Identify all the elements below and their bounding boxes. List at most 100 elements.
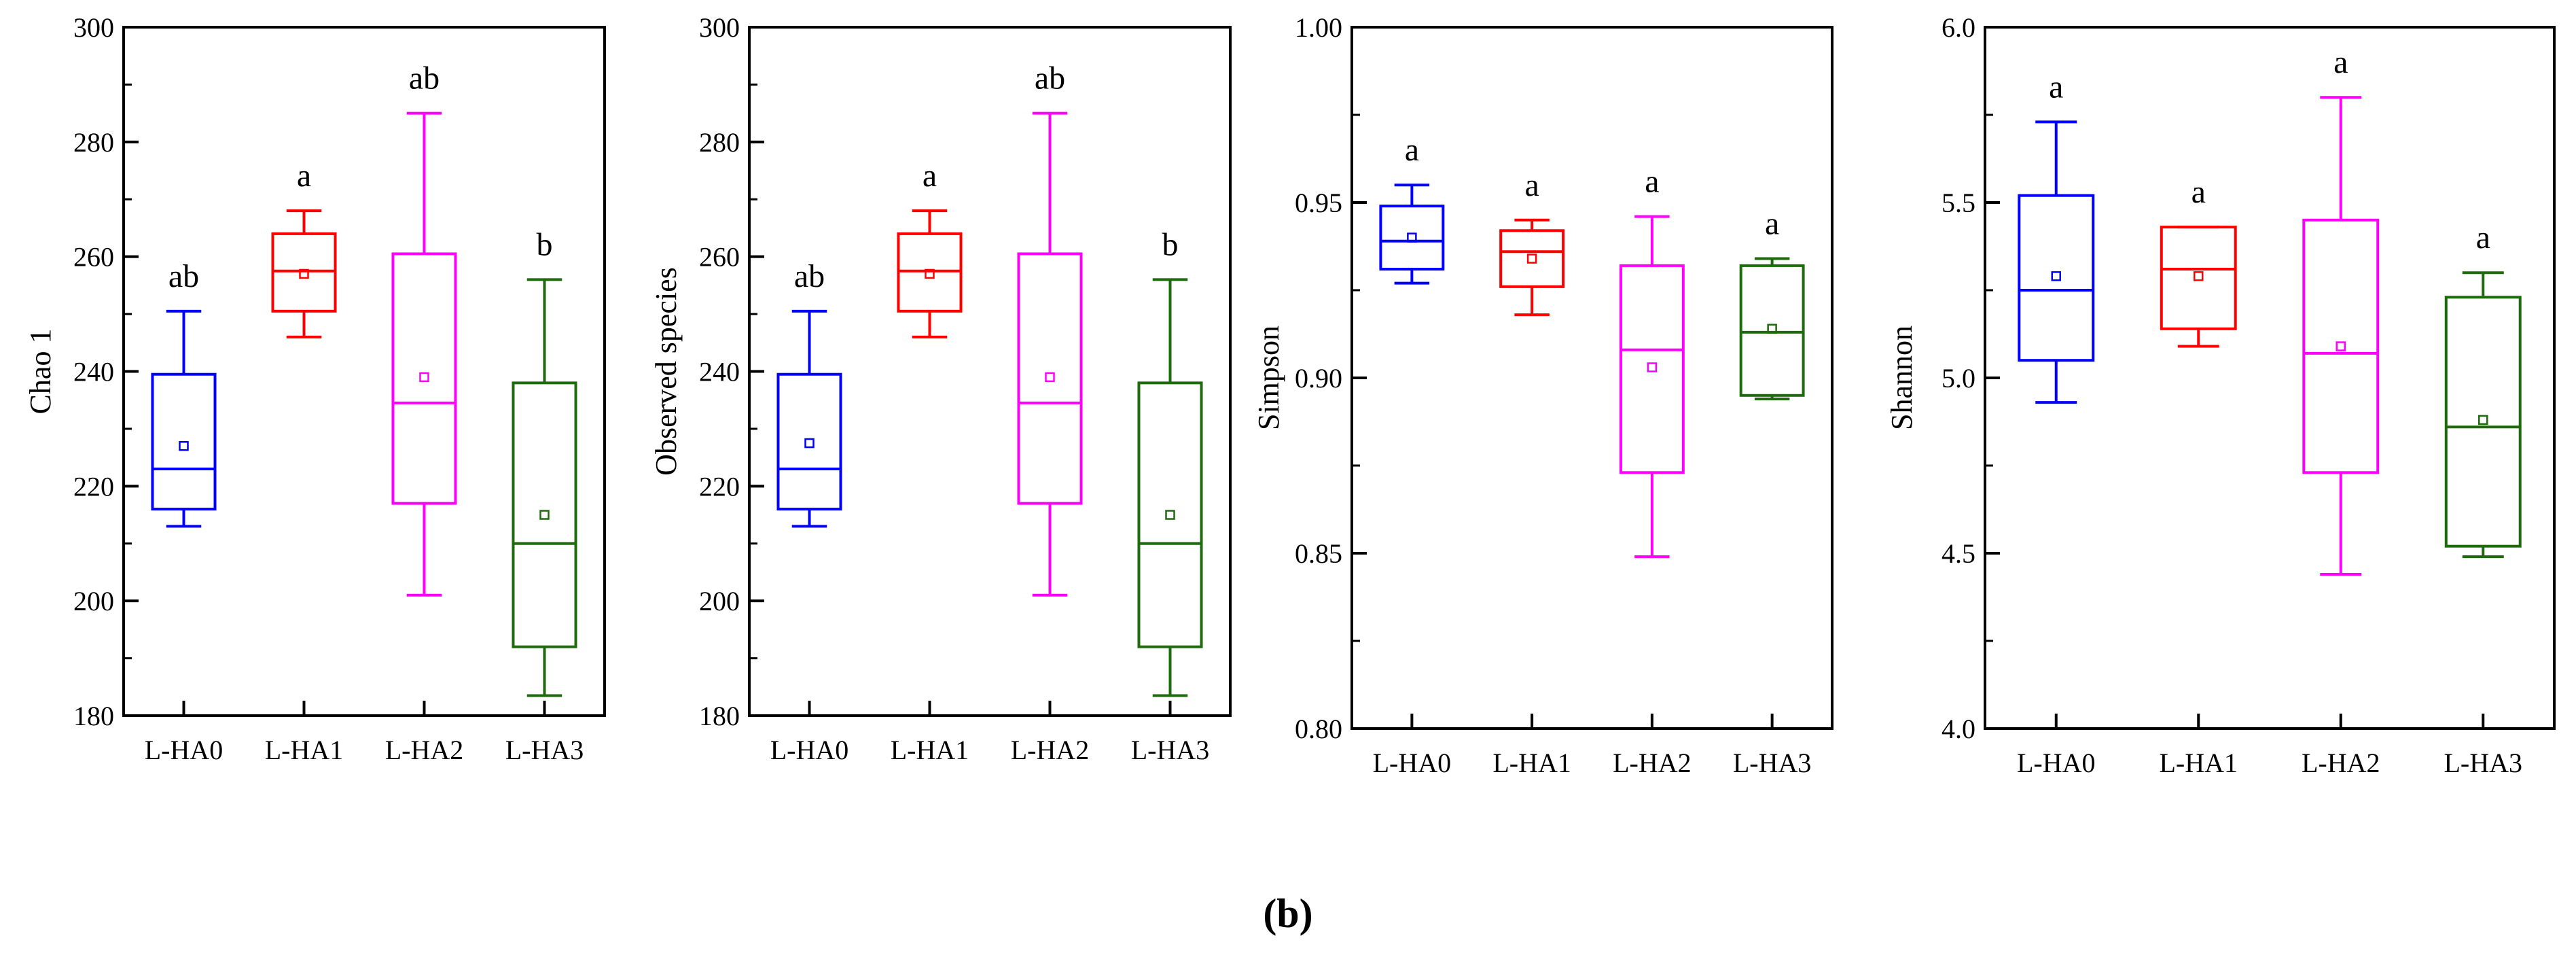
x-tick-label: L-HA3 (2444, 748, 2522, 778)
box-l-ha2: ab (1017, 60, 1083, 597)
mean-marker (1526, 254, 1537, 264)
y-tick-label: 5.5 (1942, 188, 1975, 218)
y-tick-label: 240 (73, 357, 114, 387)
significance-letter: ab (1035, 60, 1065, 97)
x-tick-label: L-HA3 (1131, 735, 1210, 765)
y-tick-label: 280 (73, 127, 114, 158)
y-tick-label: 180 (73, 701, 114, 731)
x-tick-label: L-HA2 (385, 735, 464, 765)
x-tick-label: L-HA1 (265, 735, 344, 765)
box-l-ha0: a (2018, 69, 2095, 404)
y-tick-label: 1.00 (1295, 12, 1342, 43)
x-tick-label: L-HA1 (2159, 748, 2238, 778)
y-tick-label: 200 (73, 586, 114, 616)
y-tick-label: 240 (699, 357, 740, 387)
mean-marker (2336, 341, 2346, 351)
y-tick-label: 260 (73, 242, 114, 273)
box-l-ha2: ab (391, 60, 457, 597)
y-axis-label: Chao 1 (24, 329, 57, 415)
iqr-box (1499, 229, 1565, 288)
y-tick-label: 220 (73, 471, 114, 502)
significance-letter: a (2476, 220, 2490, 256)
y-tick-label: 300 (699, 12, 740, 43)
y-axis-label: Simpson (1252, 326, 1285, 430)
x-tick-label: L-HA3 (505, 735, 584, 765)
iqr-box (776, 372, 842, 511)
x-tick-label: L-HA2 (1613, 748, 1692, 778)
significance-letter: a (1405, 132, 1419, 168)
iqr-box (2302, 218, 2380, 474)
iqr-box (2444, 296, 2522, 548)
significance-letter: a (2333, 44, 2348, 80)
y-axis-label: Shannon (1885, 326, 1918, 430)
x-tick-label: L-HA3 (1733, 748, 1812, 778)
iqr-box (1137, 381, 1203, 648)
chart-panel-2: 180 200 220 240 260 280 300 Observed species L-H… (649, 12, 1232, 765)
iqr-box (512, 381, 577, 648)
mean-marker (179, 440, 189, 451)
iqr-box (151, 372, 217, 511)
y-tick-label: 0.85 (1295, 538, 1342, 569)
chart-panel-3: 0.80 0.85 0.90 0.95 1.00 Simpson L-HA0 L-HA1 L-H… (1252, 12, 1833, 778)
y-tick-label: 220 (699, 471, 740, 502)
box-l-ha0: ab (151, 258, 217, 528)
plot-frame (1350, 26, 1833, 730)
x-tick-label: L-HA0 (770, 735, 849, 765)
significance-letter: a (1524, 167, 1539, 203)
significance-letter: b (537, 226, 553, 262)
y-axis-label: Observed species (649, 267, 683, 476)
x-tick-label: L-HA1 (1492, 748, 1571, 778)
y-tick-label: 200 (699, 586, 740, 616)
mean-marker (2194, 271, 2204, 281)
mean-marker (1647, 362, 1658, 372)
y-tick-label: 280 (699, 127, 740, 158)
plot-frame (1984, 26, 2556, 730)
box-l-ha3: a (1739, 206, 1805, 400)
mean-marker (1045, 372, 1055, 383)
mean-marker (2478, 415, 2488, 425)
iqr-box (1379, 205, 1445, 271)
box-l-ha0: ab (776, 258, 842, 528)
significance-letter: a (2192, 174, 2206, 210)
y-tick-label: 5.0 (1942, 363, 1975, 394)
iqr-box (1017, 252, 1083, 505)
x-tick-label: L-HA1 (891, 735, 969, 765)
iqr-box (2018, 194, 2095, 362)
mean-marker (1165, 510, 1175, 520)
x-tick-label: L-HA0 (145, 735, 223, 765)
mean-marker (1767, 324, 1777, 334)
significance-letter: a (1765, 206, 1779, 242)
iqr-box (897, 232, 963, 313)
y-tick-label: 300 (73, 12, 114, 43)
mean-marker (419, 372, 429, 383)
box-l-ha1: a (2160, 174, 2237, 348)
y-tick-label: 0.90 (1295, 363, 1342, 394)
plot-frame (748, 26, 1232, 717)
box-l-ha0: a (1379, 132, 1445, 285)
box-l-ha3: b (1137, 226, 1203, 697)
box-l-ha1: a (897, 158, 963, 338)
significance-letter: a (297, 158, 311, 194)
iqr-box (1739, 264, 1805, 397)
iqr-box (391, 252, 457, 505)
significance-letter: ab (794, 258, 825, 294)
figure-panel-label: (b) (1263, 891, 1313, 936)
y-tick-label: 0.95 (1295, 188, 1342, 218)
significance-letter: ab (168, 258, 199, 294)
box-l-ha3: a (2444, 220, 2522, 559)
chart-panel-1: 180 200 220 240 260 280 300 Chao 1 L-HA0 L-HA1 L-H… (24, 12, 606, 765)
mean-marker (539, 510, 550, 520)
x-tick-label: L-HA0 (1373, 748, 1452, 778)
x-tick-label: L-HA0 (2017, 748, 2096, 778)
box-l-ha3: b (512, 226, 577, 697)
mean-marker (925, 268, 935, 279)
box-l-ha2: a (1619, 164, 1685, 559)
mean-marker (1407, 232, 1417, 243)
iqr-box (271, 232, 337, 313)
mean-marker (299, 268, 309, 279)
y-tick-label: 260 (699, 242, 740, 273)
box-l-ha1: a (1499, 167, 1565, 317)
significance-letter: a (2049, 69, 2063, 105)
x-tick-label: L-HA2 (2302, 748, 2380, 778)
